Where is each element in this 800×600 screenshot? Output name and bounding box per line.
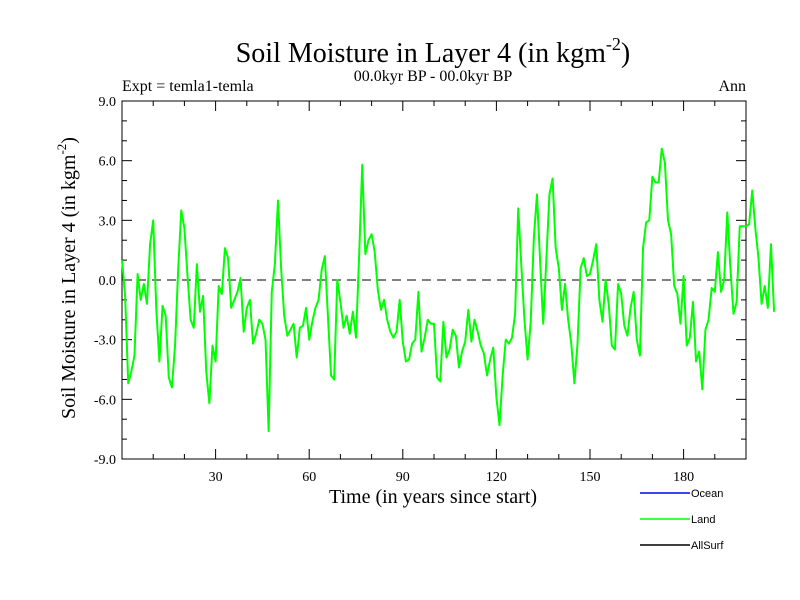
x-tick-labels: 30 60 90 120 150 180 bbox=[209, 470, 694, 485]
season-label: Ann bbox=[718, 78, 746, 95]
legend-label-land: Land bbox=[691, 514, 715, 526]
y-tick-label: 9.0 bbox=[99, 95, 117, 110]
x-tick-label: 120 bbox=[486, 470, 507, 485]
y-tick-label: -3.0 bbox=[94, 334, 116, 349]
chart-title-main: Soil Moisture in Layer 4 (in kgm bbox=[236, 38, 606, 69]
legend-label-ocean: Ocean bbox=[691, 488, 723, 500]
y-axis-label-superscript: -2 bbox=[54, 144, 69, 155]
y-axis-label: Soil Moisture in Layer 4 (in kgm-2) bbox=[54, 137, 80, 419]
y-tick-label: 3.0 bbox=[99, 214, 117, 229]
x-tick-label: 30 bbox=[209, 470, 223, 485]
axis-ticks bbox=[122, 100, 746, 460]
y-tick-label: 0.0 bbox=[99, 274, 117, 289]
legend-label-allsurf: AllSurf bbox=[691, 540, 724, 552]
x-tick-label: 180 bbox=[673, 470, 694, 485]
chart-title: Soil Moisture in Layer 4 (in kgm-2) bbox=[236, 34, 631, 69]
series-line-land bbox=[121, 147, 776, 433]
chart-title-superscript: -2 bbox=[606, 34, 621, 54]
y-tick-label: -9.0 bbox=[94, 453, 116, 468]
y-tick-label: -6.0 bbox=[94, 393, 116, 408]
x-axis-label: Time (in years since start) bbox=[329, 486, 537, 508]
y-tick-labels: -9.0 -6.0 -3.0 0.0 3.0 6.0 9.0 bbox=[94, 95, 116, 468]
experiment-label: Expt = temla1-temla bbox=[122, 78, 254, 95]
plot-area: -9.0 -6.0 -3.0 0.0 3.0 6.0 9.0 30 60 90 120 150 180 bbox=[94, 95, 776, 485]
legend: Ocean Land AllSurf bbox=[640, 488, 724, 552]
chart-title-close: ) bbox=[621, 38, 630, 69]
y-axis-label-main: Soil Moisture in Layer 4 (in kgm bbox=[58, 154, 80, 419]
x-tick-label: 60 bbox=[302, 470, 316, 485]
period-label: 00.0kyr BP - 00.0kyr BP bbox=[354, 68, 513, 85]
x-tick-label: 150 bbox=[580, 470, 601, 485]
x-tick-label: 90 bbox=[396, 470, 410, 485]
y-tick-label: 6.0 bbox=[99, 155, 117, 170]
y-axis-label-close: ) bbox=[58, 137, 80, 144]
